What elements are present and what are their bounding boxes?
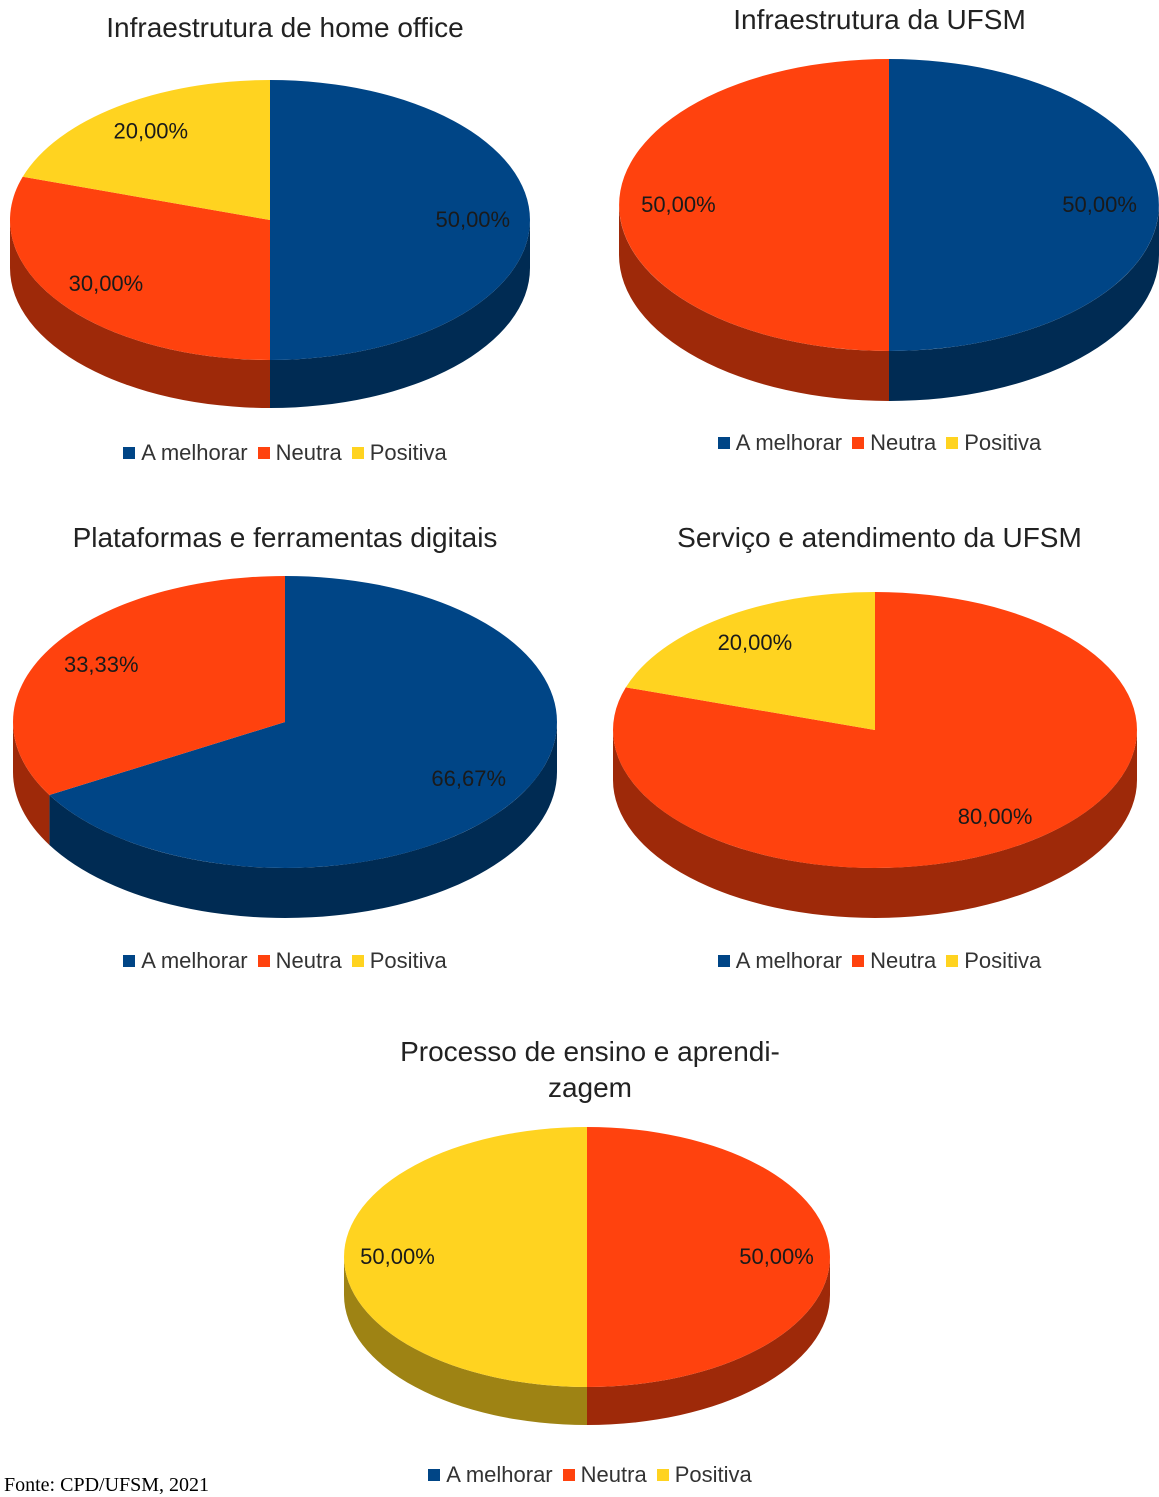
legend-swatch [852,955,865,967]
legend-label: A melhorar [141,440,248,465]
pie-side-positiva [344,1257,587,1425]
legend-label: Positiva [369,948,447,973]
legend-swatch [257,955,270,967]
legend-item: Neutra [257,440,342,466]
legend-item: Positiva [946,430,1041,456]
pie-slice-positiva [625,592,875,730]
chart-panel-2: Infraestrutura da UFSM 50,00% 50,00% A me… [600,0,1159,490]
pie-chart: 50,00% 30,00% 20,00% [10,80,530,408]
legend-swatch [351,447,364,459]
legend-label: Neutra [870,948,937,973]
chart-title: Serviço e atendimento da UFSM [677,522,1082,553]
data-label: 50,00% [435,207,510,232]
pie-slice-neutra [10,176,271,360]
pie-chart: 66,67% 33,33% [12,575,558,918]
legend-label: Positiva [964,430,1042,455]
chart-title: Infraestrutura de home office [106,12,464,43]
legend-item: Positiva [351,948,447,974]
legend-swatch [946,955,959,967]
legend-label: Positiva [964,948,1042,973]
pie-side-a-melhorar [889,205,1159,401]
pie-slice-neutra [619,59,889,351]
data-label: 80,00% [958,804,1033,829]
legend: A melhorar Neutra Positiva [0,948,570,974]
legend-item: A melhorar [717,948,843,974]
legend-swatch [562,1469,575,1481]
legend-swatch [717,955,730,967]
pie-side-a-melhorar [270,220,530,408]
legend-label: Positiva [369,440,447,465]
pie-slice-a-melhorar [270,80,530,360]
legend-item: Neutra [852,948,936,974]
pie-slice-positiva [344,1127,587,1387]
legend-swatch [717,437,730,449]
legend: A melhorar Neutra Positiva [300,1462,880,1488]
legend-item: Positiva [351,440,447,466]
legend-label: A melhorar [141,948,248,973]
data-label: 50,00% [360,1244,435,1269]
legend-swatch [123,447,136,459]
data-label: 20,00% [113,119,188,144]
legend: A melhorar Neutra Positiva [600,948,1159,974]
chart-panel-4: Serviço e atendimento da UFSM 80,00% 20,0… [600,500,1159,990]
legend-item: A melhorar [428,1462,553,1488]
legend: A melhorar Neutra Positiva [600,430,1159,456]
pie-slice-positiva [22,80,270,220]
pie-chart: 80,00% 20,00% [613,592,1137,918]
legend-item: A melhorar [123,440,248,466]
legend-swatch [428,1469,441,1481]
data-label: 50,00% [1062,192,1137,217]
chart-panel-5: Processo de ensino e aprendi- zagem 50,0… [300,1030,880,1488]
legend-item: A melhorar [123,948,248,974]
data-label: 30,00% [69,271,144,296]
data-label: 20,00% [718,630,793,655]
legend-swatch [351,955,364,967]
chart-panel-3: Plataformas e ferramentas digitais 66,67… [0,500,570,990]
pie-chart: 50,00% 50,00% [344,1127,830,1425]
legend-swatch [946,437,959,449]
legend-item: Positiva [946,948,1041,974]
legend-label: Neutra [870,430,937,455]
pie-side-neutra [587,1257,830,1425]
pie-side-neutra [619,205,889,401]
pie-slice-neutra [587,1127,830,1387]
data-label: 50,00% [641,192,716,217]
pie-side-a-melhorar [49,722,558,918]
chart-title: Infraestrutura da UFSM [733,4,1026,35]
legend-label: A melhorar [735,948,843,973]
data-label: 66,67% [431,766,506,791]
chart-title: Processo de ensino e aprendi- zagem [400,1036,780,1103]
legend-swatch [656,1469,669,1481]
legend-swatch [852,437,865,449]
legend-item: Neutra [562,1462,647,1488]
legend-item: Neutra [257,948,342,974]
legend-label: Positiva [674,1462,752,1487]
pie-slice-neutra [12,575,285,795]
legend-label: Neutra [580,1462,647,1487]
pie-slice-a-melhorar [49,576,558,868]
pie-side-neutra [613,730,1137,918]
pie-slice-a-melhorar [889,59,1159,351]
legend-item: A melhorar [717,430,843,456]
legend-label: A melhorar [446,1462,553,1487]
pie-chart: 50,00% 50,00% [619,59,1159,401]
legend-item: Positiva [656,1462,752,1488]
data-label: 33,33% [64,652,139,677]
legend-swatch [257,447,270,459]
legend-label: Neutra [275,948,342,973]
pie-side-neutra [13,722,50,845]
chart-panel-1: Infraestrutura de home office 50,00% 30,0… [0,0,570,490]
legend-label: A melhorar [735,430,843,455]
legend: A melhorar Neutra Positiva [0,440,570,466]
source-note: Fonte: CPD/UFSM, 2021 [4,1474,210,1496]
data-label: 50,00% [739,1244,814,1269]
chart-title: Plataformas e ferramentas digitais [72,522,498,553]
legend-swatch [123,955,136,967]
legend-label: Neutra [275,440,342,465]
pie-side-neutra [10,220,270,408]
legend-item: Neutra [852,430,936,456]
